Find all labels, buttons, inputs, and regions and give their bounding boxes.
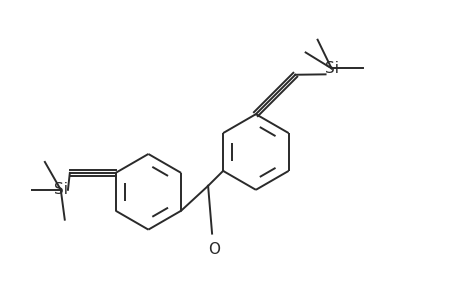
Text: O: O (207, 242, 219, 256)
Text: Si: Si (324, 61, 338, 76)
Text: Si: Si (54, 182, 67, 197)
